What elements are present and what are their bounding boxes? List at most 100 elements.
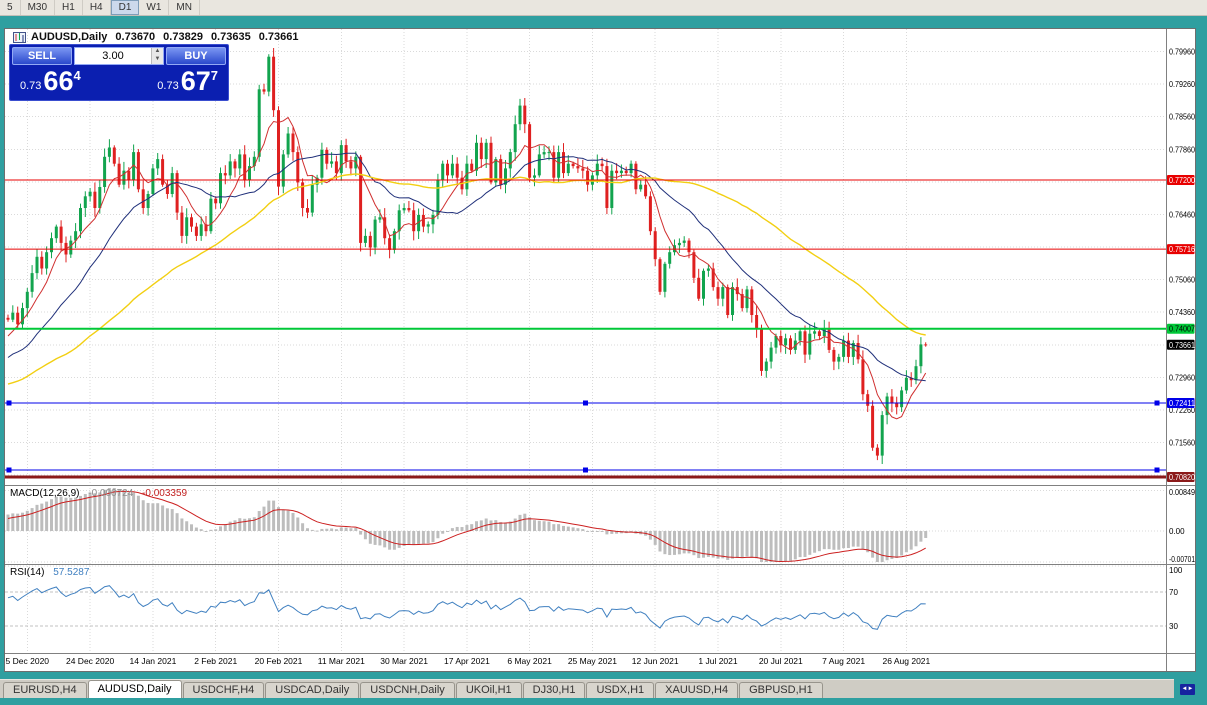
period-button-MN[interactable]: MN — [169, 0, 200, 15]
svg-text:70: 70 — [1169, 588, 1178, 597]
svg-text:20 Jul 2021: 20 Jul 2021 — [759, 656, 803, 666]
svg-text:0.71560: 0.71560 — [1169, 439, 1195, 448]
buy-price-big: 67 — [180, 66, 211, 96]
chart-window: 0.79960 0.79260 0.78560 0.77860 0.76460 0.750… — [4, 28, 1196, 672]
svg-text:7 Aug 2021: 7 Aug 2021 — [822, 656, 865, 666]
chart-tab-GBPUSD,H1[interactable]: GBPUSD,H1 — [739, 682, 823, 698]
period-button-D1[interactable]: D1 — [110, 0, 140, 15]
svg-text:17 Apr 2021: 17 Apr 2021 — [444, 656, 490, 666]
svg-text:25 May 2021: 25 May 2021 — [568, 656, 617, 666]
price-axis[interactable]: 0.79960 0.79260 0.78560 0.77860 0.76460 0.750… — [1167, 48, 1195, 632]
ma-line-7 — [7, 116, 927, 420]
period-button-M30[interactable]: M30 — [21, 0, 56, 15]
svg-text:0.00: 0.00 — [1169, 527, 1185, 536]
svg-text:6 May 2021: 6 May 2021 — [507, 656, 552, 666]
one-click-trading-panel: SELL ▲ ▼ BUY 0.73 66 4 0.73 67 7 — [9, 44, 229, 101]
sell-button[interactable]: SELL — [12, 47, 72, 65]
svg-text:5 Dec 2020: 5 Dec 2020 — [6, 656, 50, 666]
chart-tab-XAUUSD,H4[interactable]: XAUUSD,H4 — [655, 682, 739, 698]
chart-title: AUDUSD,Daily 0.73670 0.73829 0.73635 0.7… — [13, 31, 298, 43]
tab-scroll-button[interactable]: ◄► — [1180, 684, 1195, 695]
svg-text:0.70820: 0.70820 — [1169, 473, 1195, 482]
sell-price-base: 0.73 — [20, 80, 42, 92]
rsi-label: RSI(14) 57.5287 — [10, 567, 89, 578]
buy-price-sup: 7 — [210, 68, 218, 83]
pane-separators[interactable] — [5, 29, 1195, 671]
rsi-value: 57.5287 — [53, 567, 90, 578]
svg-text:0.75060: 0.75060 — [1169, 276, 1195, 285]
rsi-title: RSI(14) — [10, 567, 45, 578]
macd-main-value: -0.000724 — [88, 488, 134, 499]
sell-price-big: 66 — [43, 66, 74, 96]
svg-text:100: 100 — [1169, 566, 1183, 575]
close-value: 0.73661 — [258, 31, 299, 43]
ma-line-55 — [7, 173, 926, 385]
svg-text:0.74360: 0.74360 — [1169, 308, 1195, 317]
buy-price-base: 0.73 — [157, 80, 179, 92]
svg-text:30: 30 — [1169, 622, 1178, 631]
svg-text:14 Jan 2021: 14 Jan 2021 — [130, 656, 177, 666]
chart-tab-USDCNH,Daily[interactable]: USDCNH,Daily — [360, 682, 455, 698]
svg-text:0.78560: 0.78560 — [1169, 113, 1195, 122]
volume-control: ▲ ▼ — [74, 47, 164, 65]
volume-down-button[interactable]: ▼ — [152, 56, 163, 64]
chart-grid — [5, 29, 1166, 652]
svg-text:1 Jul 2021: 1 Jul 2021 — [698, 656, 737, 666]
chart-tab-USDCAD,Daily[interactable]: USDCAD,Daily — [265, 682, 360, 698]
svg-text:20 Feb 2021: 20 Feb 2021 — [255, 656, 303, 666]
svg-text:11 Mar 2021: 11 Mar 2021 — [318, 656, 365, 666]
svg-text:0.72960: 0.72960 — [1169, 373, 1195, 382]
high-value: 0.73829 — [163, 31, 203, 43]
svg-text:24 Dec 2020: 24 Dec 2020 — [66, 656, 114, 666]
svg-text:0.75716: 0.75716 — [1169, 245, 1195, 254]
periods-toolbar: 5 M30 H1 H4 D1 W1 MN — [0, 0, 1207, 16]
period-button-W1[interactable]: W1 — [139, 0, 170, 15]
svg-text:-0.00701: -0.00701 — [1169, 555, 1195, 564]
macd-histogram — [6, 488, 928, 562]
svg-text:0.76460: 0.76460 — [1169, 211, 1195, 220]
svg-text:0.72411: 0.72411 — [1169, 399, 1195, 408]
chart-tab-EURUSD,H4[interactable]: EURUSD,H4 — [3, 682, 87, 698]
macd-title: MACD(12,26,9) — [10, 488, 80, 499]
svg-text:0.79960: 0.79960 — [1169, 48, 1195, 57]
sell-price-sup: 4 — [73, 68, 81, 83]
svg-text:0.77860: 0.77860 — [1169, 145, 1195, 154]
chart-tab-USDCHF,H4[interactable]: USDCHF,H4 — [182, 682, 265, 698]
svg-text:30 Mar 2021: 30 Mar 2021 — [380, 656, 428, 666]
horizontal-levels — [5, 179, 1166, 479]
svg-text:0.00849: 0.00849 — [1169, 488, 1195, 497]
buy-button[interactable]: BUY — [166, 47, 226, 65]
chart-tab-UKOil,H1[interactable]: UKOil,H1 — [455, 682, 522, 698]
chart-icon — [13, 31, 26, 43]
buy-price: 0.73 67 7 — [157, 66, 218, 96]
svg-text:0.74007: 0.74007 — [1169, 325, 1195, 334]
chart-tab-AUDUSD,Daily[interactable]: AUDUSD,Daily — [87, 680, 182, 698]
rsi-line — [7, 585, 926, 630]
candles — [6, 48, 928, 464]
svg-text:12 Jun 2021: 12 Jun 2021 — [632, 656, 679, 666]
svg-text:26 Aug 2021: 26 Aug 2021 — [883, 656, 931, 666]
svg-text:0.77200: 0.77200 — [1169, 176, 1195, 185]
sell-price: 0.73 66 4 — [20, 66, 81, 96]
chart-tab-USDX,H1[interactable]: USDX,H1 — [586, 682, 655, 698]
macd-signal-line — [7, 490, 926, 563]
date-axis[interactable]: 5 Dec 2020 24 Dec 2020 14 Jan 2021 2 Feb 20… — [6, 656, 931, 666]
svg-text:0.79260: 0.79260 — [1169, 80, 1195, 89]
period-button-H1[interactable]: H1 — [55, 0, 83, 15]
svg-text:0.72260: 0.72260 — [1169, 406, 1195, 415]
volume-up-button[interactable]: ▲ — [152, 48, 163, 56]
svg-text:0.73661: 0.73661 — [1169, 341, 1195, 350]
period-button-5[interactable]: 5 — [0, 0, 21, 15]
period-button-H4[interactable]: H4 — [83, 0, 111, 15]
ma-line-21 — [7, 152, 926, 382]
svg-text:2 Feb 2021: 2 Feb 2021 — [194, 656, 237, 666]
open-value: 0.73670 — [115, 31, 156, 43]
low-value: 0.73635 — [210, 31, 251, 43]
macd-label: MACD(12,26,9) -0.000724 -0.003359 — [10, 488, 187, 499]
chart-tab-DJ30,H1[interactable]: DJ30,H1 — [522, 682, 586, 698]
macd-signal-value: -0.003359 — [142, 488, 188, 499]
symbol-label: AUDUSD,Daily — [31, 31, 108, 43]
volume-input[interactable] — [75, 48, 151, 64]
chart-canvas[interactable]: 0.79960 0.79260 0.78560 0.77860 0.76460 0.750… — [5, 29, 1195, 671]
